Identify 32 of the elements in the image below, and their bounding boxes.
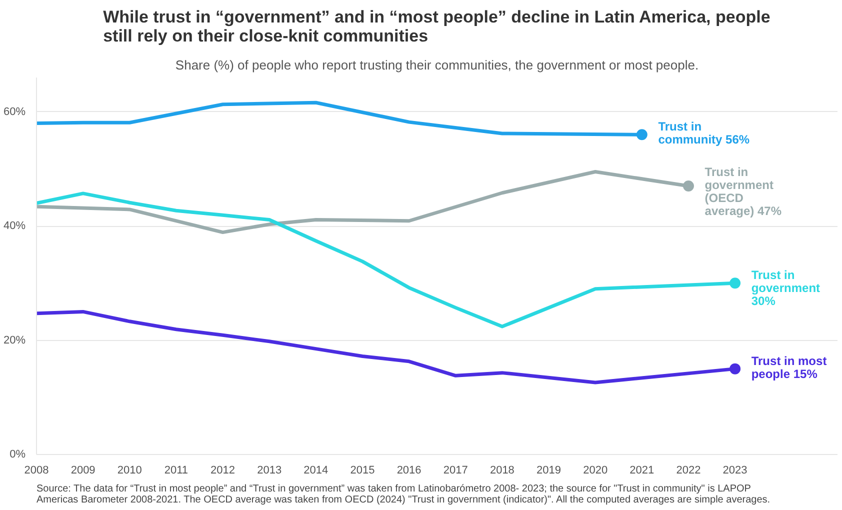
y-tick-label: 40% [3, 220, 26, 232]
point [636, 129, 648, 140]
chart-title: While trust in “government” and in “most people” decline in Latin America, people still rely on their close-knit communities [103, 8, 770, 46]
x-tick-label: 2017 [443, 464, 468, 476]
x-tick-label: 2022 [676, 464, 701, 476]
x-tick-label: 2008 [24, 464, 49, 476]
text: Trust in community 56% [658, 120, 750, 147]
chart-subtitle: Share (%) of people who report trusting their communities, the government or most people. [175, 58, 699, 72]
y-tick-label: 60% [3, 106, 26, 118]
x-tick-label: 2013 [257, 464, 282, 476]
x-tick-label: 2014 [304, 464, 328, 476]
x-tick-label: 2015 [350, 464, 375, 476]
x-tick-label: 2009 [70, 464, 96, 476]
y-tick-label: 0% [10, 448, 26, 460]
x-tick-label: 2020 [583, 464, 608, 476]
x-tick-label: 2021 [630, 464, 654, 476]
x-tick-label: 2016 [396, 464, 422, 476]
text: Trust in government (OECD average) 47% [704, 165, 782, 218]
x-tick-label: 2010 [117, 464, 142, 476]
data-label: 30% [751, 294, 776, 308]
series-label: Trust in government [751, 268, 820, 296]
point [730, 363, 741, 374]
x-tick-label: 2012 [210, 464, 236, 476]
x-tick-label: 2018 [490, 464, 514, 476]
point [730, 278, 741, 289]
x-tick-label: 2023 [722, 464, 748, 476]
text: Trust in most people 15% [751, 354, 827, 381]
source-note: Source: The data for “Trust in most people” and “Trust in government” was taken from Latinobarómetro 2008- 2023; the source for "Trust in community" is LAPOP Americas Barometer 2008-2021. The OECD average was taken from OECD (2024) "Trust in government (indicator)". All the computed averages are simple averages. [36, 484, 770, 506]
x-tick-label: 2011 [164, 464, 188, 476]
point [682, 180, 694, 192]
x-tick-label: 2019 [536, 464, 562, 476]
y-tick-label: 20% [3, 334, 26, 346]
